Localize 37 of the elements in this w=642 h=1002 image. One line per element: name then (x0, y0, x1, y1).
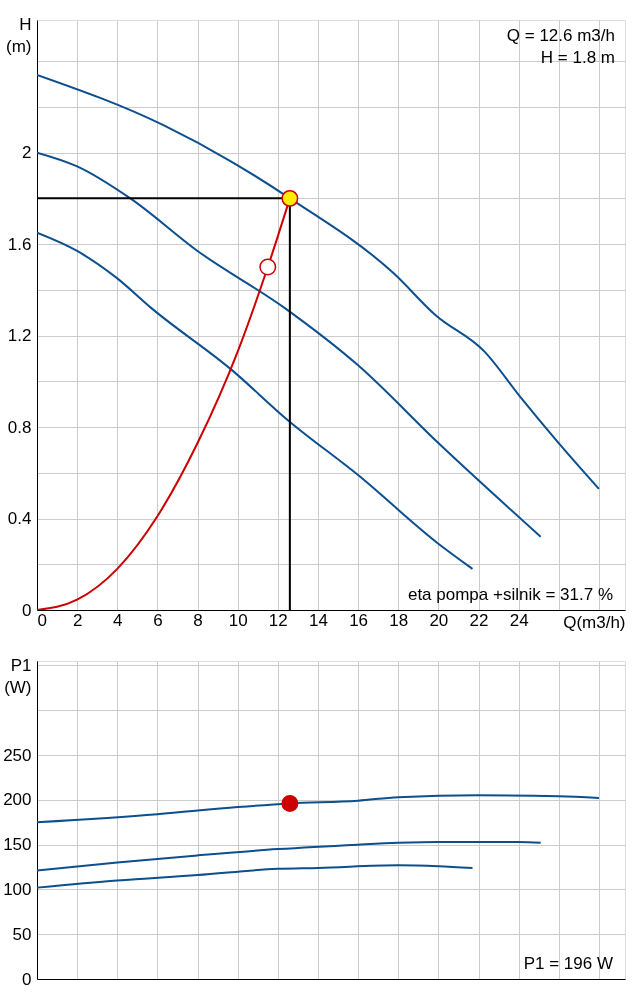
y-tick-label: 1.2 (7, 326, 32, 346)
x-tick-label: 0 (37, 610, 47, 630)
x-axis-title: Q(m3/h) (563, 612, 626, 632)
x-tick-label: 18 (389, 610, 409, 630)
x-tick-label: 22 (469, 610, 489, 630)
y-tick-label: 2 (22, 143, 32, 163)
line-series (37, 840, 542, 872)
y-tick-label: 150 (3, 835, 32, 855)
x-tick-label: 24 (509, 610, 529, 630)
annotation: eta pompa +silnik = 31.7 % (407, 585, 613, 604)
y-tick-label: 1.6 (7, 234, 32, 254)
y-axis-title: H (m) (6, 14, 32, 56)
x-tick-label: 4 (113, 610, 123, 630)
y-tick-label: 250 (3, 745, 32, 765)
y-tick-label: 0.8 (7, 417, 32, 437)
x-tick-label: 20 (429, 610, 449, 630)
line-series (37, 73, 600, 490)
x-tick-label: 16 (349, 610, 369, 630)
y-axis-title: P1 (W) (4, 655, 32, 697)
annotation: P1 = 196 W (523, 954, 613, 973)
x-tick-label: 8 (193, 610, 203, 630)
annotation: H = 1.8 m (540, 48, 615, 67)
line-series (37, 231, 474, 570)
x-tick-label: 2 (72, 610, 83, 630)
x-tick-label: 12 (268, 610, 288, 630)
x-tick-label: 6 (153, 610, 163, 630)
line-series (37, 864, 474, 889)
annotation: Q = 12.6 m3/h (506, 26, 615, 45)
line-series (37, 794, 600, 824)
x-tick-label: 10 (228, 610, 248, 630)
x-tick-label: 14 (308, 610, 328, 630)
y-tick-label: 0 (22, 969, 32, 989)
line-series (37, 151, 542, 538)
y-tick-label: 200 (3, 790, 32, 810)
y-tick-label: 100 (3, 879, 32, 899)
y-tick-label: 50 (12, 924, 32, 944)
y-tick-label: 0.4 (7, 509, 32, 529)
